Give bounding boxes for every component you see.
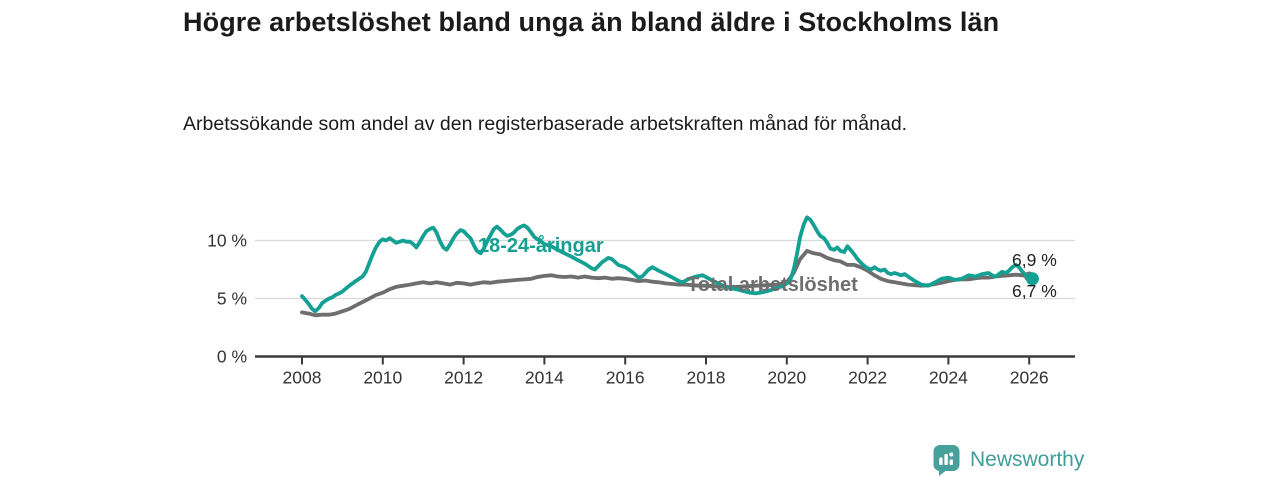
- series-line-young: [300, 215, 1035, 314]
- x-axis-tick-label: 2008: [283, 368, 322, 388]
- value-label-0: 6,9 %: [1012, 250, 1057, 270]
- x-axis-tick-label: 2022: [848, 368, 887, 388]
- x-axis-tick-label: 2020: [767, 368, 806, 388]
- x-axis-tick-label: 2026: [1010, 368, 1049, 388]
- page-title: Högre arbetslöshet bland unga än bland ä…: [183, 7, 1000, 37]
- brand-name: Newsworthy: [970, 448, 1085, 471]
- value-label-1: 6,7 %: [1012, 281, 1057, 301]
- series-end-dot-young: [1025, 272, 1039, 286]
- y-axis-tick-label: 0 %: [217, 347, 247, 367]
- newsworthy-brand[interactable]: Newsworthy: [933, 444, 1084, 476]
- x-axis-tick-label: 2018: [687, 368, 726, 388]
- x-axis-tick-label: 2024: [929, 368, 968, 388]
- newsworthy-logo-icon: [933, 445, 960, 476]
- series-label-0: 18-24-åringar: [478, 234, 604, 257]
- y-axis-tick-label: 5 %: [217, 289, 247, 309]
- y-axis-tick-label: 10 %: [207, 231, 247, 251]
- page-subtitle: Arbetssökande som andel av den registerb…: [183, 113, 908, 135]
- x-axis-tick-label: 2016: [606, 368, 645, 388]
- series-label-1: Total arbetslöshet: [687, 274, 858, 296]
- x-axis-tick-label: 2010: [363, 368, 402, 388]
- x-axis-tick-label: 2012: [444, 368, 483, 388]
- x-axis-tick-label: 2014: [525, 368, 564, 388]
- series-line-total: [300, 248, 1032, 318]
